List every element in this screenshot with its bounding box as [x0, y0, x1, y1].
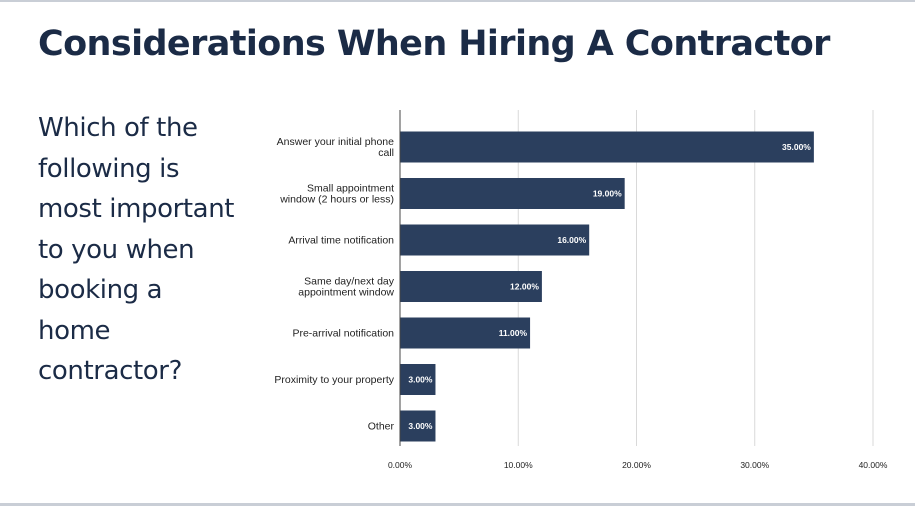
bar	[400, 364, 436, 395]
category-label-line: Arrival time notification	[288, 235, 394, 247]
category-label-line: Proximity to your property	[274, 374, 394, 386]
category-label-line: appointment window	[298, 287, 394, 299]
category-label: Arrival time notification	[288, 235, 394, 247]
question-line: to you when	[38, 234, 195, 265]
bar-value-label: 3.00%	[408, 375, 433, 385]
x-tick-label: 10.00%	[504, 460, 533, 470]
bar-value-label: 19.00%	[593, 189, 622, 199]
slide-title: Considerations When Hiring A Contractor	[38, 24, 830, 64]
category-label-line: Small appointment	[307, 183, 394, 195]
question-line: contractor?	[38, 356, 182, 386]
x-tick-label: 20.00%	[622, 460, 651, 470]
x-tick-label: 0.00%	[388, 460, 413, 470]
category-label-line: Other	[368, 421, 395, 433]
category-label: Other	[368, 421, 395, 433]
bar	[400, 178, 625, 209]
bar	[400, 131, 814, 163]
category-label-line: Pre-arrival notification	[292, 328, 394, 340]
bar-value-label: 16.00%	[557, 235, 586, 245]
bar	[400, 224, 590, 256]
category-label-line: window (2 hours or less)	[279, 194, 394, 206]
question-line: most important	[38, 194, 235, 224]
category-label: Answer your initial phone call	[277, 136, 394, 159]
category-label: Same day/next day appointment window	[298, 276, 394, 299]
survey-question: Which of the following is most important…	[38, 108, 268, 392]
question-line: following is	[38, 153, 180, 184]
bar-value-label: 3.00%	[408, 421, 433, 431]
category-label-line: call	[378, 147, 394, 159]
category-label: Pre-arrival notification	[292, 328, 394, 340]
question-line: Which of the	[38, 113, 198, 143]
x-tick-label: 30.00%	[740, 460, 769, 470]
question-line: booking a	[38, 275, 163, 305]
category-label: Small appointment window (2 hours or less…	[279, 183, 394, 206]
top-divider	[0, 0, 915, 2]
category-label-line: Same day/next day	[304, 276, 395, 288]
category-label-line: Answer your initial phone	[277, 136, 394, 148]
x-tick-label: 40.00%	[859, 460, 888, 470]
bar-value-label: 12.00%	[510, 282, 539, 292]
bar-value-label: 35.00%	[782, 142, 811, 152]
bar	[400, 271, 542, 302]
bottom-divider	[0, 503, 915, 506]
bar-value-label: 11.00%	[499, 328, 528, 338]
category-label: Proximity to your property	[274, 374, 394, 386]
bar	[400, 317, 531, 349]
question-line: home	[38, 315, 111, 346]
bar	[400, 410, 436, 442]
